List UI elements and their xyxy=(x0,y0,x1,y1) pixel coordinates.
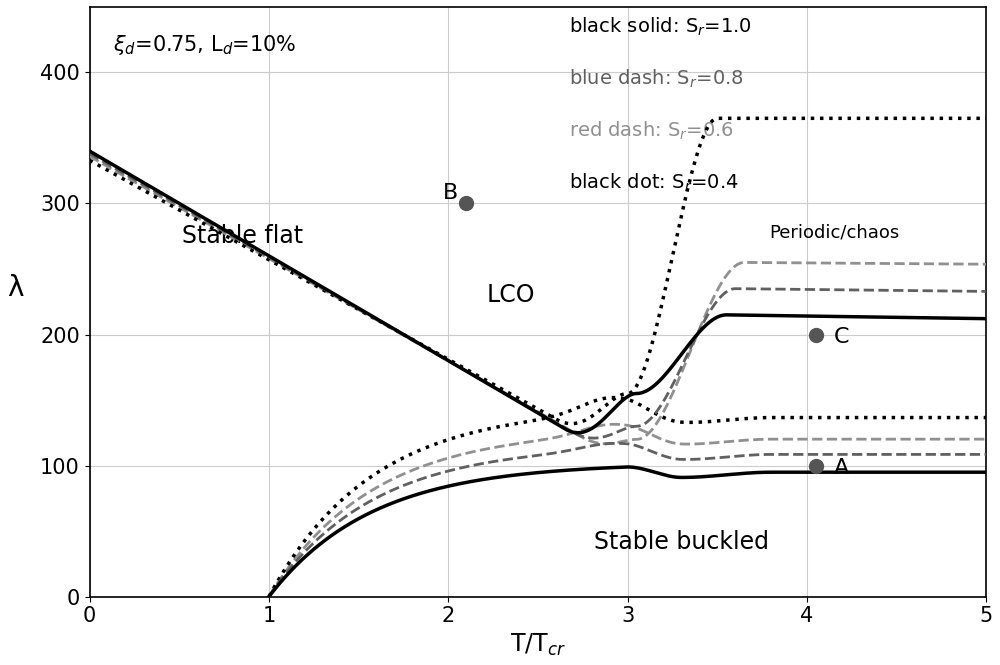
Text: black solid: S$_r$=1.0: black solid: S$_r$=1.0 xyxy=(569,16,752,38)
Text: Stable flat: Stable flat xyxy=(182,224,303,248)
Text: LCO: LCO xyxy=(487,283,535,307)
Text: A: A xyxy=(834,458,849,478)
Text: Periodic/chaos: Periodic/chaos xyxy=(769,223,899,241)
Text: B: B xyxy=(443,183,458,203)
Text: red dash: S$_r$=0.6: red dash: S$_r$=0.6 xyxy=(569,120,734,142)
Text: $\xi_d$=0.75, L$_d$=10%: $\xi_d$=0.75, L$_d$=10% xyxy=(113,33,297,57)
Point xyxy=(808,460,824,471)
Y-axis label: λ: λ xyxy=(7,274,23,302)
Point xyxy=(808,329,824,340)
X-axis label: T/T$_{cr}$: T/T$_{cr}$ xyxy=(510,632,566,658)
Text: C: C xyxy=(834,327,849,347)
Text: black dot: S$_r$=0.4: black dot: S$_r$=0.4 xyxy=(569,172,739,194)
Text: blue dash: S$_r$=0.8: blue dash: S$_r$=0.8 xyxy=(569,68,744,90)
Point xyxy=(458,198,474,209)
Text: Stable buckled: Stable buckled xyxy=(594,529,769,553)
